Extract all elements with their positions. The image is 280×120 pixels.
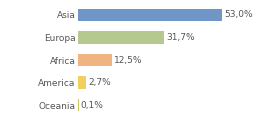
Bar bbox=[78, 76, 86, 89]
Bar bbox=[78, 31, 164, 44]
Text: 53,0%: 53,0% bbox=[224, 10, 253, 19]
Text: 12,5%: 12,5% bbox=[115, 56, 143, 65]
Bar bbox=[78, 9, 222, 21]
Text: 0,1%: 0,1% bbox=[81, 101, 104, 110]
Bar bbox=[78, 54, 112, 66]
Text: 2,7%: 2,7% bbox=[88, 78, 111, 87]
Text: 31,7%: 31,7% bbox=[167, 33, 195, 42]
